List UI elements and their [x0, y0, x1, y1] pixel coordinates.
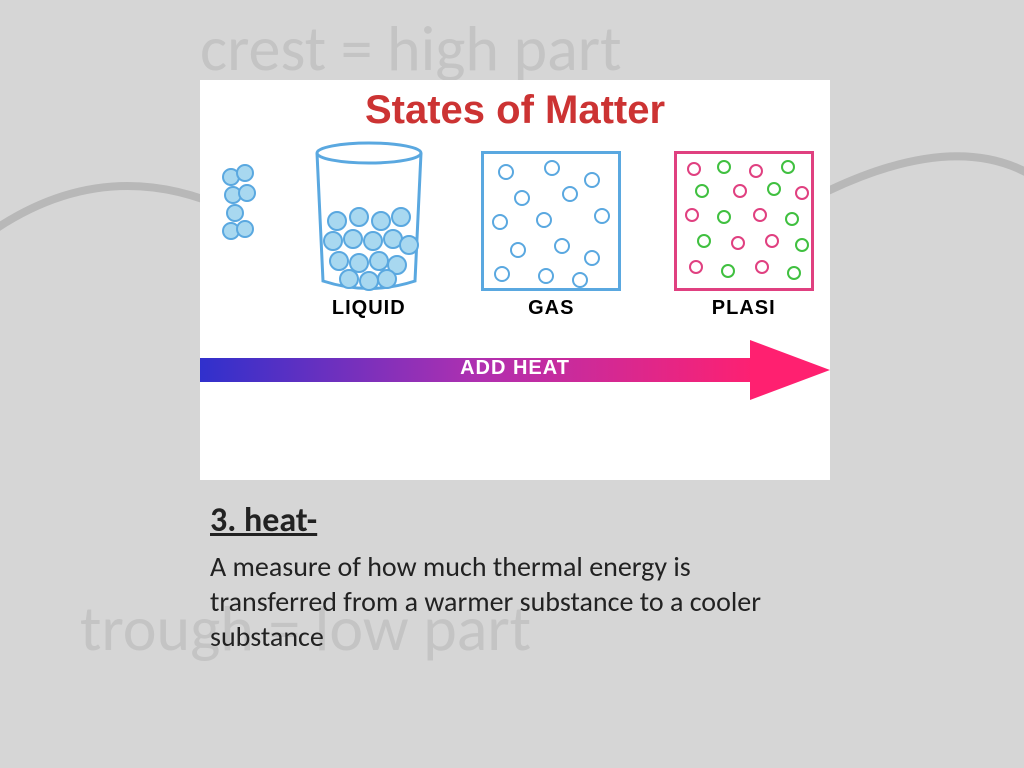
gas-box — [481, 151, 621, 291]
states-row: LIQUID GAS — [200, 141, 830, 320]
definition-heading: 3. heat- — [210, 500, 810, 541]
state-label-gas: GAS — [481, 297, 621, 320]
states-of-matter-diagram: States of Matter — [200, 80, 830, 480]
solid-particles — [226, 164, 256, 314]
definition-body: A measure of how much thermal energy is … — [210, 549, 810, 654]
definition-block: 3. heat- A measure of how much thermal e… — [210, 500, 810, 654]
liquid-beaker — [309, 141, 429, 291]
watermark-crest: crest = high part — [200, 10, 622, 88]
diagram-title: States of Matter — [200, 88, 830, 133]
arrow-label: ADD HEAT — [460, 357, 570, 380]
state-label-liquid: LIQUID — [309, 297, 429, 320]
state-gas: GAS — [481, 151, 621, 320]
add-heat-arrow: ADD HEAT — [200, 340, 830, 400]
state-solid — [236, 164, 256, 320]
plasma-box — [674, 151, 814, 291]
state-plasma: PLASI — [674, 151, 814, 320]
state-label-plasma: PLASI — [674, 297, 814, 320]
state-liquid: LIQUID — [309, 141, 429, 320]
